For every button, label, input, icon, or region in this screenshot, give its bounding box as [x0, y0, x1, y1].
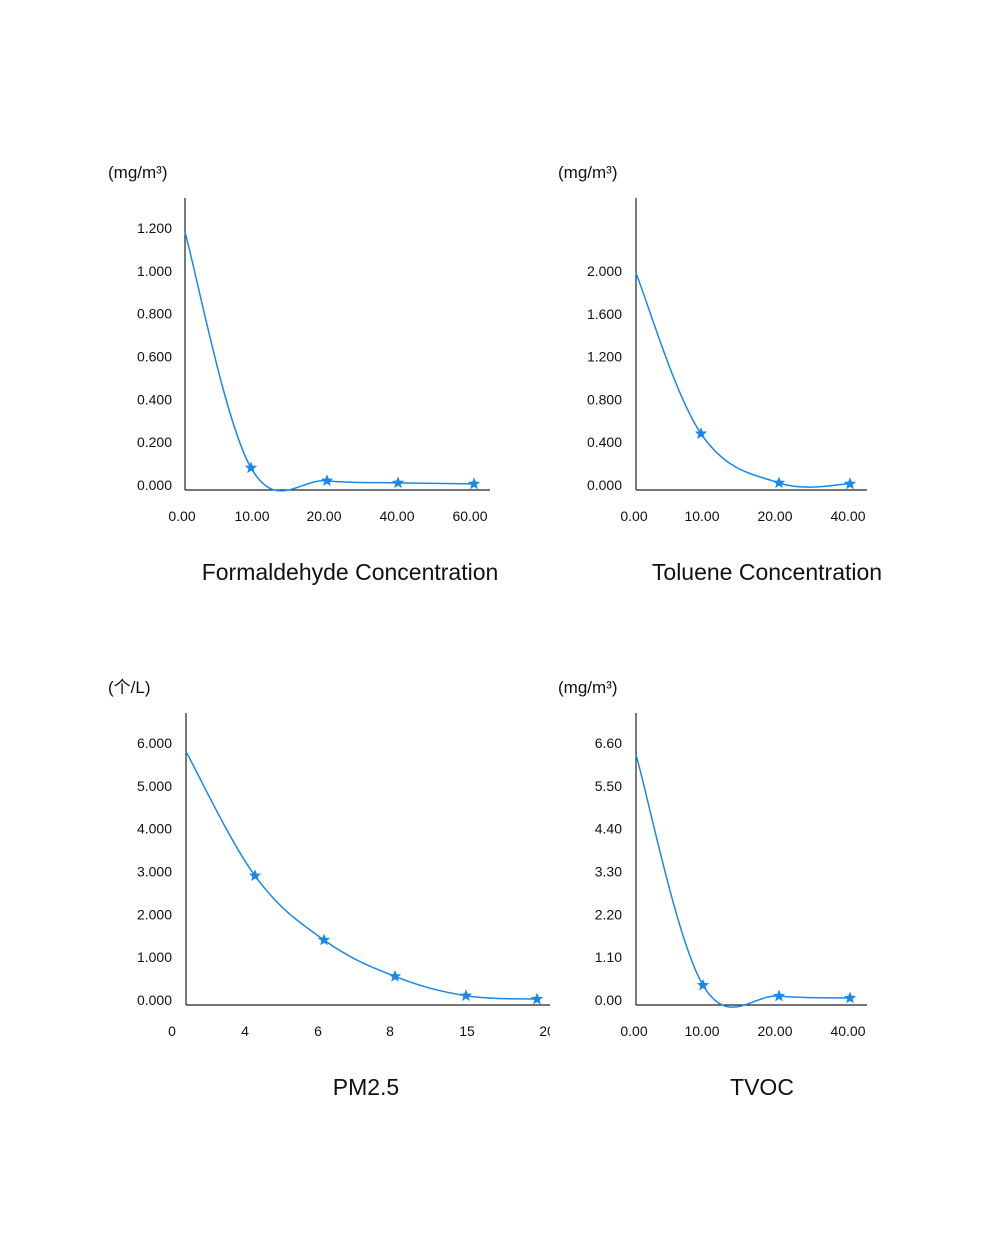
- y-tick-label: 0.000: [587, 477, 622, 493]
- y-tick-label: 1.600: [587, 306, 622, 322]
- y-tick-label: 1.200: [587, 349, 622, 365]
- y-tick-label: 5.000: [137, 778, 172, 794]
- x-tick-label: 40.00: [379, 508, 414, 524]
- y-tick-label: 5.50: [595, 778, 622, 794]
- chart-svg: (mg/m³) 0.000 0.400 0.800 1.200 1.600 2.000 0.0…: [558, 163, 882, 585]
- y-tick-label: 0.00: [595, 992, 622, 1008]
- data-point-star: [530, 992, 544, 1005]
- data-point-star: [388, 969, 402, 982]
- y-tick-label: 0.800: [587, 391, 622, 407]
- chart-svg: (mg/m³) 0.000 0.200 0.400 0.600 0.800 1.000 1.2…: [108, 163, 499, 585]
- y-tick-label: 1.000: [137, 949, 172, 965]
- chart-title: Formaldehyde Concentration: [202, 559, 499, 585]
- y-tick-label: 0.000: [137, 992, 172, 1008]
- data-point-star: [248, 869, 262, 882]
- y-tick-label: 4.000: [137, 821, 172, 837]
- data-point-star: [244, 461, 258, 474]
- y-tick-label: 3.30: [595, 864, 622, 880]
- x-tick-label: 4: [241, 1023, 249, 1039]
- data-point-star: [843, 991, 857, 1004]
- x-tick-label: 10.00: [234, 508, 269, 524]
- toluene-chart: (mg/m³) 0.000 0.400 0.800 1.200 1.600 2.000 0.0…: [450, 150, 1000, 625]
- formaldehyde-chart: (mg/m³) 0.000 0.200 0.400 0.600 0.800 1.000 1.2…: [0, 150, 550, 625]
- series-line: [635, 272, 851, 488]
- y-tick-label: 0.000: [137, 477, 172, 493]
- series-line: [635, 754, 851, 1008]
- unit-label: (个/L): [108, 678, 151, 697]
- data-point-star: [772, 476, 786, 489]
- x-tick-label: 6: [314, 1023, 322, 1039]
- data-point-star: [696, 978, 710, 991]
- data-point-star: [843, 477, 857, 490]
- data-point-star: [320, 474, 334, 486]
- chart-title: TVOC: [730, 1074, 794, 1100]
- unit-label: (mg/m³): [108, 163, 167, 182]
- chart-title: Toluene Concentration: [652, 559, 882, 585]
- y-tick-label: 1.10: [595, 949, 622, 965]
- y-tick-label: 4.40: [595, 821, 622, 837]
- x-tick-label: 15: [459, 1023, 475, 1039]
- y-tick-label: 1.200: [137, 220, 172, 236]
- y-tick-label: 2.000: [137, 906, 172, 922]
- y-tick-label: 0.400: [137, 391, 172, 407]
- x-tick-label: 40.00: [830, 508, 865, 524]
- x-tick-label: 0: [168, 1023, 176, 1039]
- data-point-star: [467, 477, 481, 490]
- y-tick-label: 2.000: [587, 263, 622, 279]
- x-tick-label: 20.00: [306, 508, 341, 524]
- x-tick-label: 8: [386, 1023, 394, 1039]
- y-tick-label: 0.400: [587, 434, 622, 450]
- chart-svg: (个/L) 0.000 1.000 2.000 3.000 4.000 5.000 6.000…: [108, 678, 556, 1100]
- y-tick-label: 0.600: [137, 349, 172, 365]
- x-tick-label: 60.00: [452, 508, 487, 524]
- unit-label: (mg/m³): [558, 163, 617, 182]
- data-point-star: [391, 476, 405, 489]
- y-tick-label: 1.000: [137, 263, 172, 279]
- x-tick-label: 0.00: [620, 508, 647, 524]
- y-tick-label: 0.800: [137, 306, 172, 322]
- data-point-star: [459, 989, 473, 1001]
- y-tick-label: 0.200: [137, 434, 172, 450]
- x-tick-label: 10.00: [684, 1023, 719, 1039]
- y-tick-label: 6.000: [137, 735, 172, 751]
- data-point-star: [694, 427, 708, 439]
- data-point-star: [772, 989, 786, 1002]
- x-tick-label: 10.00: [684, 508, 719, 524]
- chart-title: PM2.5: [333, 1074, 399, 1100]
- y-tick-label: 3.000: [137, 864, 172, 880]
- x-tick-label: 20.00: [757, 508, 792, 524]
- unit-label: (mg/m³): [558, 678, 617, 697]
- x-tick-label: 40.00: [830, 1023, 865, 1039]
- series-line: [184, 232, 475, 492]
- y-tick-label: 2.20: [595, 906, 622, 922]
- x-tick-label: 20.00: [757, 1023, 792, 1039]
- chart-svg: (mg/m³) 0.00 1.10 2.20 3.30 4.40 5.50 6.60 0.00 1…: [558, 678, 867, 1100]
- tvoc-chart: (mg/m³) 0.00 1.10 2.20 3.30 4.40 5.50 6.60 0.00 1…: [450, 665, 1000, 1140]
- pm25-chart: (个/L) 0.000 1.000 2.000 3.000 4.000 5.000 6.000…: [0, 665, 556, 1140]
- x-tick-label: 0.00: [168, 508, 195, 524]
- data-point-star: [317, 933, 331, 946]
- x-tick-label: 0.00: [620, 1023, 647, 1039]
- y-tick-label: 6.60: [595, 735, 622, 751]
